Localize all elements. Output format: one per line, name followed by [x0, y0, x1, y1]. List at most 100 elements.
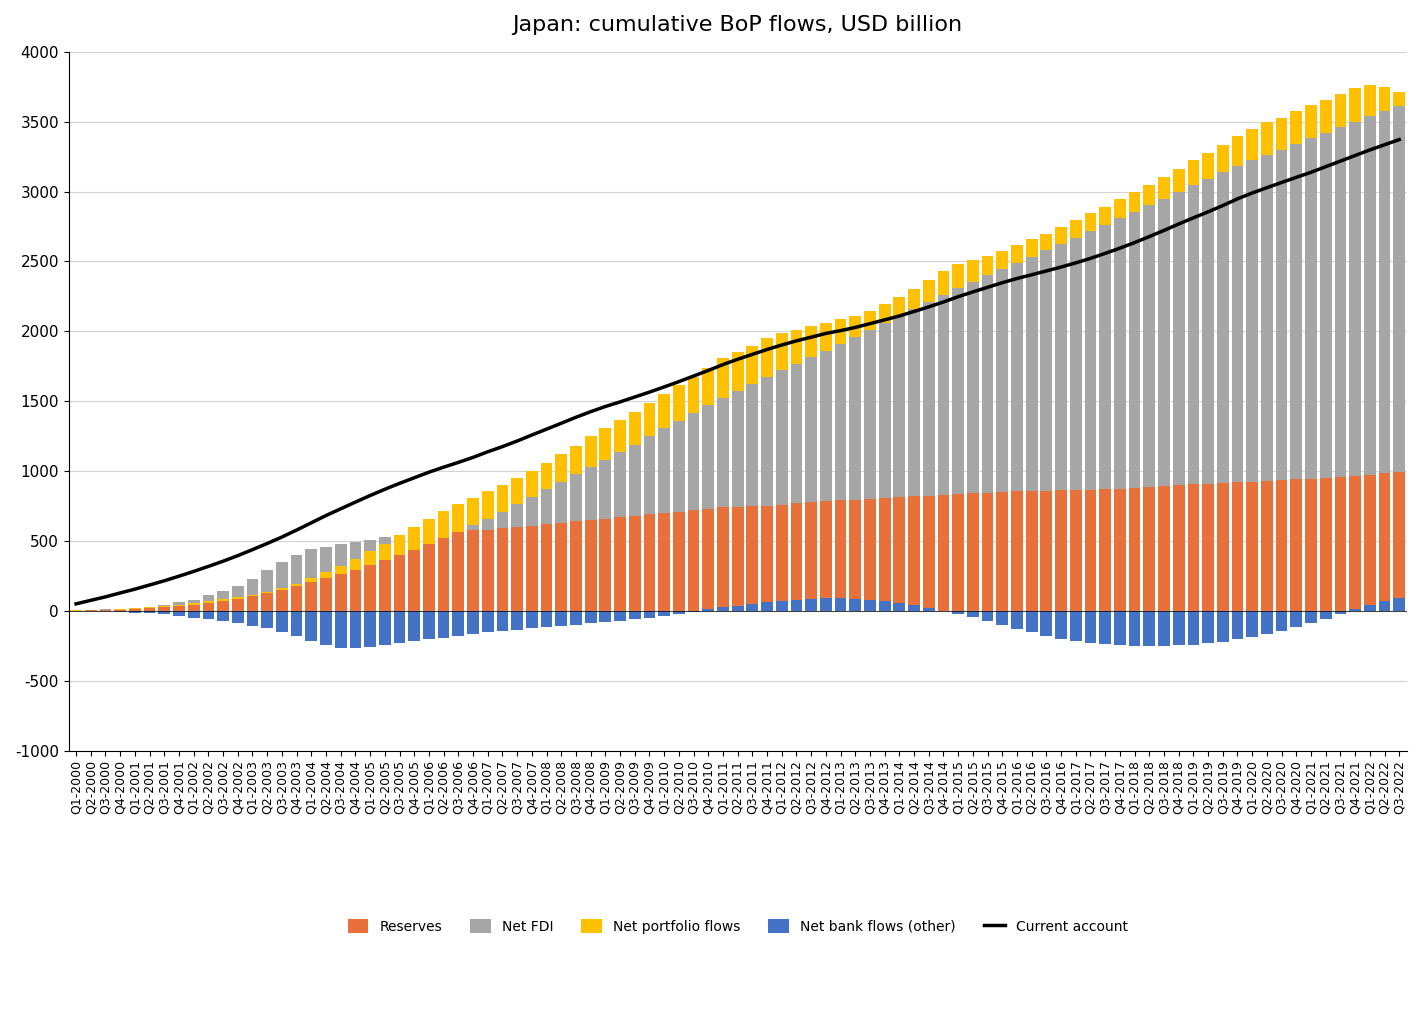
Bar	[158, 606, 171, 607]
Bar	[658, 513, 670, 611]
Bar	[394, 535, 405, 611]
Bar	[556, 481, 567, 523]
Bar	[468, 531, 479, 611]
Bar	[556, 523, 567, 611]
Bar	[776, 505, 788, 611]
Bar	[364, 611, 375, 647]
Bar	[600, 611, 611, 622]
Bar	[893, 296, 906, 316]
Bar	[1246, 129, 1258, 160]
Bar	[776, 601, 788, 611]
Bar	[100, 609, 111, 611]
Bar	[262, 611, 273, 628]
Bar	[981, 611, 994, 621]
Bar	[584, 467, 596, 520]
Bar	[1276, 150, 1287, 480]
Bar	[702, 368, 714, 405]
Bar	[1202, 483, 1214, 611]
Bar	[688, 377, 700, 413]
Bar	[761, 602, 774, 611]
Bar	[202, 595, 215, 611]
Bar	[1129, 192, 1140, 212]
Bar	[1378, 88, 1391, 111]
Bar	[85, 609, 97, 611]
Bar	[1173, 168, 1185, 192]
Bar	[232, 611, 243, 623]
Bar	[600, 428, 611, 460]
Bar	[173, 602, 185, 611]
Bar	[1143, 611, 1155, 646]
Bar	[482, 492, 493, 519]
Current account	[405, 472, 422, 484]
Bar	[290, 555, 303, 611]
Bar	[893, 497, 906, 611]
Bar	[879, 498, 890, 611]
Bar	[1320, 478, 1331, 611]
Bar	[614, 611, 626, 621]
Bar	[717, 398, 729, 507]
Bar	[835, 500, 846, 611]
Bar	[747, 506, 758, 611]
Bar	[1099, 611, 1111, 645]
Bar	[173, 604, 185, 606]
Bar	[334, 544, 347, 573]
Bar	[1069, 611, 1082, 640]
Bar	[1129, 611, 1140, 646]
Bar	[158, 604, 171, 611]
Bar	[791, 503, 802, 611]
Bar	[1158, 611, 1170, 646]
Bar	[629, 444, 640, 515]
Current account	[229, 550, 246, 562]
Bar	[334, 611, 347, 648]
Bar	[953, 288, 964, 494]
Bar	[1129, 488, 1140, 611]
Bar	[1099, 490, 1111, 611]
Bar	[1158, 198, 1170, 487]
Bar	[835, 598, 846, 611]
Bar	[805, 502, 818, 611]
Bar	[218, 611, 229, 621]
Bar	[644, 436, 656, 514]
Current account	[1361, 144, 1378, 156]
Bar	[997, 270, 1008, 492]
Bar	[1320, 99, 1331, 133]
Bar	[1158, 487, 1170, 611]
Bar	[614, 518, 626, 611]
Bar	[1069, 490, 1082, 611]
Bar	[1143, 206, 1155, 488]
Bar	[364, 539, 375, 611]
Bar	[1378, 601, 1391, 611]
Bar	[981, 493, 994, 611]
Bar	[438, 531, 449, 538]
Bar	[673, 420, 685, 511]
Bar	[967, 282, 978, 494]
Bar	[849, 337, 862, 500]
Bar	[1099, 207, 1111, 225]
Bar	[1187, 484, 1199, 611]
Bar	[776, 334, 788, 371]
Bar	[320, 572, 331, 578]
Bar	[937, 294, 950, 495]
Bar	[188, 603, 199, 604]
Bar	[1290, 611, 1303, 627]
Bar	[246, 578, 259, 611]
Bar	[967, 494, 978, 611]
Bar	[879, 304, 890, 323]
Current account	[1347, 150, 1364, 162]
Bar	[584, 611, 596, 623]
Current account	[67, 598, 84, 611]
Bar	[1364, 604, 1375, 611]
Bar	[629, 515, 640, 611]
Bar	[526, 526, 538, 611]
Bar	[923, 280, 934, 302]
Bar	[1069, 220, 1082, 238]
Bar	[350, 542, 361, 569]
Bar	[644, 611, 656, 618]
Bar	[1349, 476, 1361, 611]
Bar	[953, 264, 964, 288]
Bar	[923, 302, 934, 496]
Bar	[350, 542, 361, 611]
Bar	[364, 539, 375, 565]
Bar	[394, 611, 405, 644]
Bar	[350, 611, 361, 649]
